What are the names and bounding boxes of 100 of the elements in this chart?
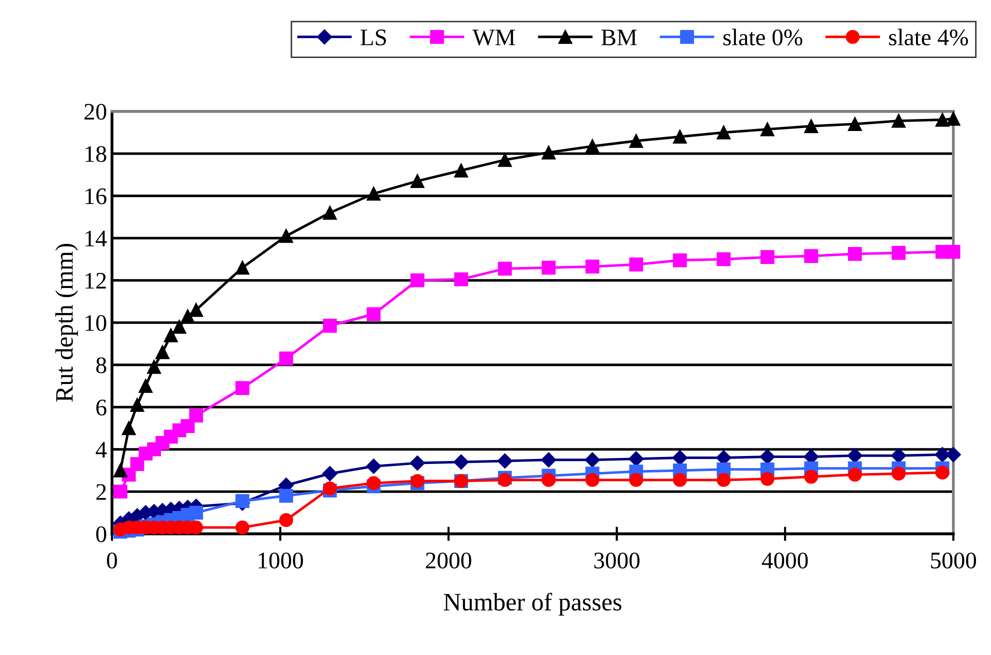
point xyxy=(454,454,469,470)
point xyxy=(946,244,960,259)
point xyxy=(279,513,294,528)
y-tick-label: 2 xyxy=(96,484,106,500)
point xyxy=(498,152,512,167)
point xyxy=(497,453,512,469)
legend-label: BM xyxy=(601,30,637,46)
point xyxy=(760,449,775,464)
point xyxy=(935,466,950,480)
point xyxy=(672,130,687,144)
point xyxy=(892,114,906,128)
x-tick-label: 5000 xyxy=(931,552,976,568)
point xyxy=(138,379,153,393)
y-tick-label: 10 xyxy=(86,315,106,332)
point xyxy=(279,488,294,503)
point xyxy=(189,506,204,520)
x-tick-label: 1000 xyxy=(258,552,303,568)
point xyxy=(542,146,556,160)
point xyxy=(180,309,195,324)
point xyxy=(366,307,381,322)
x-tick-label: 2000 xyxy=(426,552,472,568)
point xyxy=(804,249,818,263)
point xyxy=(113,464,128,478)
y-tick-label: 4 xyxy=(96,442,107,458)
y-tick-label: 12 xyxy=(86,272,106,289)
point xyxy=(113,484,128,499)
point xyxy=(760,250,774,264)
y-tick-label: 0 xyxy=(96,526,106,542)
point xyxy=(541,452,556,468)
point xyxy=(629,258,644,272)
point xyxy=(760,472,774,486)
legend-label: slate 0% xyxy=(723,28,802,46)
legend-label: LS xyxy=(360,30,386,46)
point xyxy=(542,260,556,275)
y-tick-label: 8 xyxy=(96,357,106,374)
point xyxy=(235,260,250,275)
point xyxy=(946,112,960,126)
y-tick-label: 18 xyxy=(86,146,106,162)
point xyxy=(410,474,424,488)
point xyxy=(322,318,337,333)
point xyxy=(946,447,961,462)
point xyxy=(935,112,950,127)
point xyxy=(804,119,818,134)
point xyxy=(279,229,294,243)
point xyxy=(122,421,136,436)
point xyxy=(366,476,381,490)
point xyxy=(716,252,731,266)
legend-label: WM xyxy=(472,30,516,46)
point xyxy=(542,473,556,487)
point xyxy=(410,174,424,188)
point xyxy=(235,520,250,534)
point xyxy=(189,408,204,422)
point xyxy=(189,302,204,317)
point xyxy=(892,466,906,481)
x-tick-label: 4000 xyxy=(762,552,808,568)
point xyxy=(410,455,425,471)
point xyxy=(235,494,250,508)
point xyxy=(164,328,178,342)
point xyxy=(498,262,512,276)
point xyxy=(585,139,600,154)
point xyxy=(848,468,862,482)
point xyxy=(716,473,731,487)
point xyxy=(628,451,644,466)
point xyxy=(322,481,337,496)
point xyxy=(847,448,862,464)
point xyxy=(366,458,382,474)
y-tick-label: 14 xyxy=(86,230,107,246)
x-axis-title: Number of passes xyxy=(444,592,622,616)
point xyxy=(585,473,600,487)
point xyxy=(322,206,337,220)
point xyxy=(584,452,600,468)
point xyxy=(629,473,644,487)
point xyxy=(934,447,950,462)
point xyxy=(454,164,468,178)
point xyxy=(848,246,862,261)
point xyxy=(498,473,512,487)
point xyxy=(804,470,818,484)
point xyxy=(322,466,338,482)
y-axis-title: Rut depth (mm) xyxy=(55,244,78,402)
y-tick-label: 16 xyxy=(86,188,106,204)
point xyxy=(892,246,906,260)
point xyxy=(629,134,644,148)
x-tick-label: 0 xyxy=(106,552,117,568)
point xyxy=(156,345,170,360)
y-tick-label: 6 xyxy=(96,400,106,416)
point xyxy=(891,448,906,464)
point xyxy=(279,352,294,366)
legend-label: slate 4% xyxy=(889,28,968,46)
point xyxy=(716,126,731,140)
point xyxy=(147,360,161,374)
point xyxy=(848,117,862,131)
point xyxy=(454,272,468,286)
x-tick-label: 3000 xyxy=(594,552,640,568)
point xyxy=(672,450,688,466)
point xyxy=(672,473,687,487)
point xyxy=(130,398,144,412)
point xyxy=(235,381,250,396)
y-tick-label: 20 xyxy=(84,104,106,120)
point xyxy=(760,122,774,136)
point xyxy=(410,273,424,288)
